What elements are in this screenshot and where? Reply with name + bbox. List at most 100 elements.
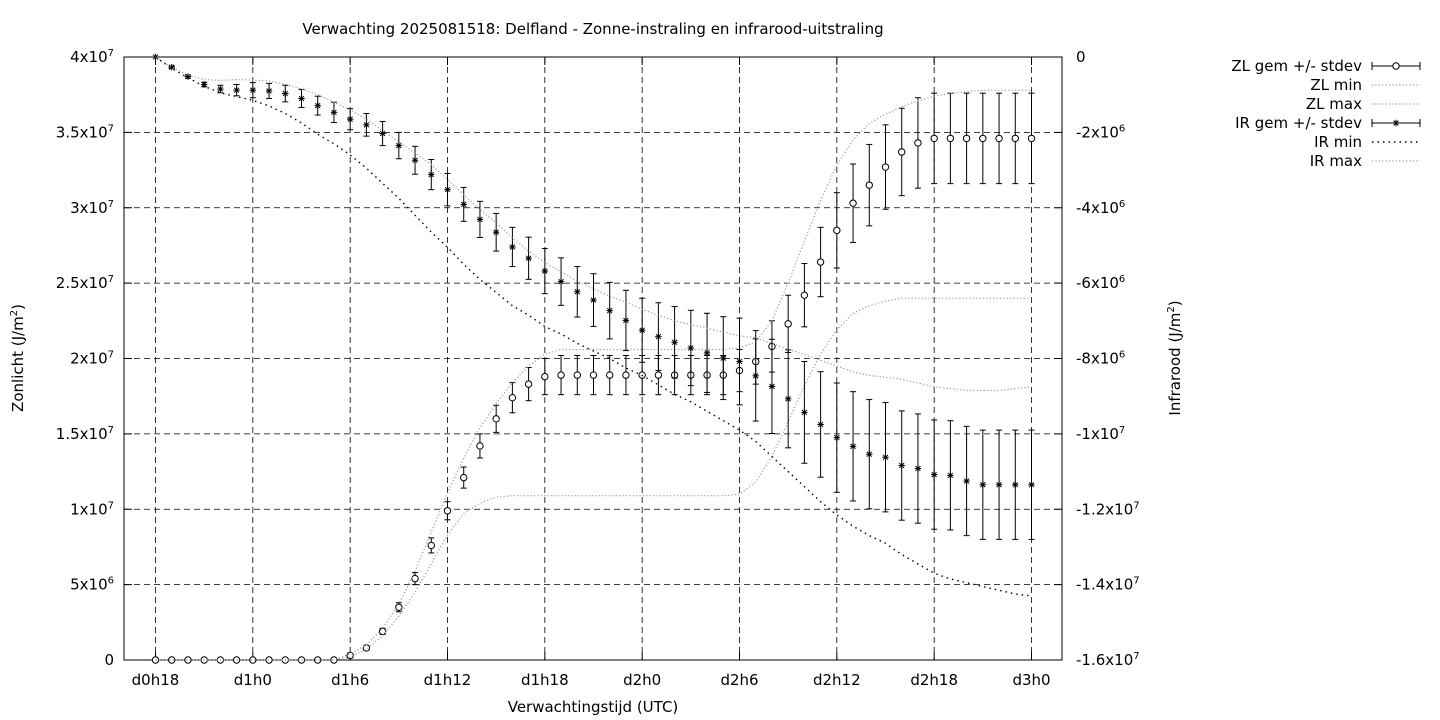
y2-tick-label: -1x107 [1076, 425, 1125, 443]
legend-label: IR gem +/- stdev [1235, 114, 1362, 132]
data-point [914, 139, 922, 147]
data-point [541, 267, 549, 275]
plot-area [151, 53, 1036, 664]
data-point [833, 434, 841, 441]
y-tick-exp: 7 [108, 350, 114, 361]
data-point [898, 462, 905, 469]
y2-tick-label: -1.4x107 [1076, 576, 1140, 594]
data-point [460, 473, 468, 482]
y-tick-exp: 7 [108, 425, 114, 436]
legend-marker [1392, 119, 1400, 127]
x-axis-label: Verwachtingstijd (UTC) [508, 698, 679, 716]
data-point [1011, 134, 1019, 143]
y-tick-exp: 7 [108, 48, 114, 59]
y2-tick-label: -1.6x107 [1076, 651, 1140, 669]
data-point [476, 442, 484, 450]
y-tick-base: 3x10 [70, 199, 108, 217]
data-point [655, 333, 662, 340]
data-point [330, 109, 338, 116]
data-point [232, 656, 241, 664]
y2-axis-label-base: Infrarood (J/m [1166, 313, 1184, 416]
data-point [606, 307, 613, 314]
data-point [508, 393, 517, 402]
x-axis-tick-labels: d0h18 d1h0 d1h6 d1h12 d1h18 d2h0 d2h6 d2h12 d2h1… [132, 671, 1051, 689]
x-tick-label: d2h12 [813, 671, 861, 689]
data-point [460, 201, 467, 208]
y2-tick-exp: 7 [1133, 576, 1139, 587]
y2-tick-exp: 6 [1119, 274, 1125, 285]
y2-tick-exp: 6 [1119, 123, 1125, 134]
data-point [492, 415, 500, 423]
data-point [882, 454, 889, 461]
y2-tick-base: -8x10 [1076, 350, 1119, 368]
data-point [184, 73, 192, 80]
x-tick-label: d3h0 [1012, 671, 1050, 689]
data-point [346, 115, 354, 123]
y-axis-label-close: ) [9, 304, 27, 310]
data-point [557, 278, 565, 285]
data-point [946, 134, 955, 143]
legend-label: IR min [1314, 133, 1362, 151]
data-point [168, 656, 176, 664]
data-point [249, 86, 257, 94]
series-zl-max [155, 89, 1032, 661]
y2-tick-base: -1x10 [1076, 425, 1119, 443]
y-tick-label: 0 [104, 651, 114, 669]
data-point [995, 134, 1003, 143]
y2-tick-base: -2x10 [1076, 123, 1119, 141]
data-point [816, 258, 825, 266]
data-point [963, 477, 970, 485]
data-point [898, 148, 906, 156]
data-point [589, 371, 598, 379]
data-point [395, 603, 403, 611]
y2-tick-label: -6x106 [1076, 274, 1125, 292]
y-tick-base: 0 [104, 651, 114, 669]
data-point [411, 574, 419, 583]
data-point [866, 451, 873, 458]
series-line-zl-max [155, 89, 1032, 661]
y2-tick-base: -6x10 [1076, 274, 1119, 292]
x-tick-label: d1h18 [521, 671, 569, 689]
data-point [606, 371, 614, 379]
y-tick-base: 2.5x10 [56, 274, 108, 292]
y-tick-label: 1.5x107 [56, 425, 114, 443]
x-tick-label: d2h18 [910, 671, 958, 689]
y-tick-exp: 7 [108, 500, 114, 511]
legend-item-zl-min: ZL min [1310, 76, 1420, 94]
data-point [800, 291, 809, 299]
series-zl-gem-stdev [151, 92, 1036, 664]
y-tick-base: 1x10 [70, 500, 108, 518]
y-axis-label: Zonlicht (J/m2) [9, 304, 27, 412]
data-point [962, 134, 971, 143]
y-tick-label: 2x107 [70, 350, 114, 368]
data-point [249, 656, 257, 664]
data-point [914, 465, 922, 472]
data-point [720, 354, 727, 362]
legend-marker [1392, 62, 1400, 70]
chart-title: Verwachting 2025081518: Delfland - Zonne… [302, 20, 883, 38]
x-tick-label: d1h0 [234, 671, 272, 689]
data-point [524, 380, 533, 388]
data-point [492, 229, 500, 236]
y-tick-exp: 6 [108, 576, 114, 587]
series-line-ir-min [155, 56, 1032, 597]
data-point [443, 507, 452, 515]
y-tick-label: 4x107 [70, 48, 114, 66]
data-point [768, 383, 776, 390]
y-tick-label: 2.5x107 [56, 274, 114, 292]
legend-item-zl-max: ZL max [1306, 95, 1420, 113]
data-point [541, 372, 549, 381]
y2-tick-label: -1.2x107 [1076, 500, 1140, 518]
data-point [395, 142, 403, 149]
data-point [411, 157, 419, 164]
data-point [200, 81, 208, 88]
y2-tick-exp: 7 [1119, 425, 1125, 436]
data-point [346, 651, 354, 660]
legend-item-zl-gem-stdev: ZL gem +/- stdev [1231, 57, 1421, 75]
x-tick-label: d1h12 [424, 671, 472, 689]
data-point [1028, 481, 1035, 488]
legend-label: ZL min [1310, 76, 1362, 94]
data-point [557, 371, 565, 379]
